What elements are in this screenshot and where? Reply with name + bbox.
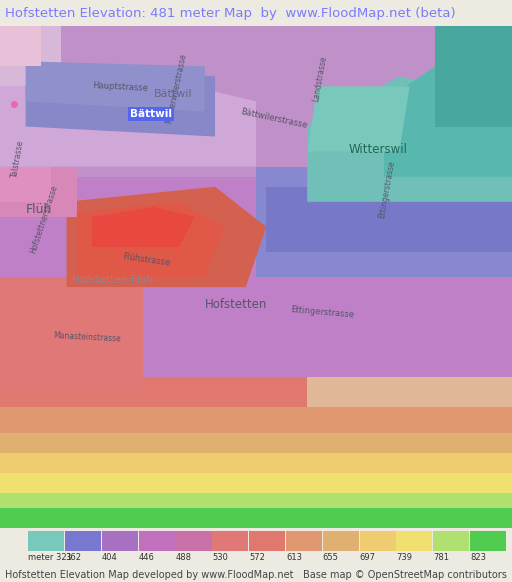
Bar	[323, 531, 359, 551]
Bar	[470, 531, 506, 551]
Text: 446: 446	[139, 553, 155, 562]
Text: 739: 739	[396, 553, 412, 562]
Polygon shape	[256, 166, 512, 277]
Polygon shape	[0, 498, 512, 528]
Bar	[359, 531, 396, 551]
Bar	[28, 531, 64, 551]
Polygon shape	[0, 442, 512, 473]
Text: 823: 823	[470, 553, 486, 562]
Bar	[176, 531, 211, 551]
Text: Witterswil: Witterswil	[348, 143, 407, 155]
Text: Flüh: Flüh	[26, 203, 52, 216]
Polygon shape	[0, 317, 143, 388]
Text: 362: 362	[65, 553, 81, 562]
Text: Ettingerstrasse: Ettingerstrasse	[290, 305, 355, 320]
Text: Talstrasse: Talstrasse	[10, 140, 26, 179]
Text: 404: 404	[102, 553, 118, 562]
Polygon shape	[307, 86, 410, 152]
Polygon shape	[26, 61, 205, 112]
Polygon shape	[0, 277, 143, 337]
Bar	[139, 531, 175, 551]
Text: Landstrasse: Landstrasse	[311, 55, 329, 102]
Text: meter 321: meter 321	[28, 553, 72, 562]
Polygon shape	[0, 166, 77, 217]
Polygon shape	[266, 187, 512, 252]
Polygon shape	[0, 26, 41, 66]
Polygon shape	[0, 367, 307, 407]
Polygon shape	[0, 423, 512, 453]
Text: Manasteinstrasse: Manasteinstrasse	[53, 331, 121, 343]
Text: 613: 613	[286, 553, 302, 562]
Polygon shape	[307, 76, 512, 202]
Text: 530: 530	[212, 553, 228, 562]
Text: 781: 781	[433, 553, 449, 562]
Bar	[433, 531, 470, 551]
Text: Hofstettnerstrasse: Hofstettnerstrasse	[28, 184, 59, 255]
Polygon shape	[384, 66, 512, 177]
Text: Mittlerwilerstrasse: Mittlerwilerstrasse	[165, 53, 188, 125]
Polygon shape	[26, 66, 215, 137]
Polygon shape	[0, 482, 512, 508]
Polygon shape	[67, 187, 266, 287]
Text: Flühstrasse: Flühstrasse	[121, 251, 170, 267]
Polygon shape	[0, 398, 512, 432]
Text: Base map © OpenStreetMap contributors: Base map © OpenStreetMap contributors	[303, 570, 507, 580]
Polygon shape	[77, 202, 225, 277]
Polygon shape	[0, 26, 61, 86]
Text: Hauptstrasse: Hauptstrasse	[92, 81, 148, 93]
Polygon shape	[307, 367, 512, 407]
Text: Bättwilerstrasse: Bättwilerstrasse	[240, 108, 308, 130]
Polygon shape	[0, 463, 512, 493]
Text: Hofstetten: Hofstetten	[205, 298, 267, 311]
Polygon shape	[0, 166, 51, 202]
Text: Hofstetten-Flüh: Hofstetten-Flüh	[72, 275, 153, 285]
Bar	[102, 531, 138, 551]
Text: Hofstetten Elevation: 481 meter Map  by  www.FloodMap.net (beta): Hofstetten Elevation: 481 meter Map by w…	[5, 6, 456, 20]
Bar	[286, 531, 322, 551]
Bar	[396, 531, 433, 551]
Bar	[249, 531, 285, 551]
Bar	[65, 531, 101, 551]
Text: Bättwil: Bättwil	[154, 89, 192, 99]
Polygon shape	[435, 26, 512, 126]
Polygon shape	[0, 26, 512, 528]
Text: 655: 655	[323, 553, 338, 562]
Text: 572: 572	[249, 553, 265, 562]
Bar	[212, 531, 248, 551]
Text: Ettingerstrasse: Ettingerstrasse	[377, 159, 396, 219]
Polygon shape	[0, 76, 256, 166]
Text: Hofstetten Elevation Map developed by www.FloodMap.net: Hofstetten Elevation Map developed by ww…	[5, 570, 293, 580]
Polygon shape	[0, 177, 512, 377]
Text: 488: 488	[176, 553, 191, 562]
Text: 697: 697	[359, 553, 376, 562]
Text: Bättwil: Bättwil	[130, 109, 172, 119]
Polygon shape	[92, 207, 195, 247]
